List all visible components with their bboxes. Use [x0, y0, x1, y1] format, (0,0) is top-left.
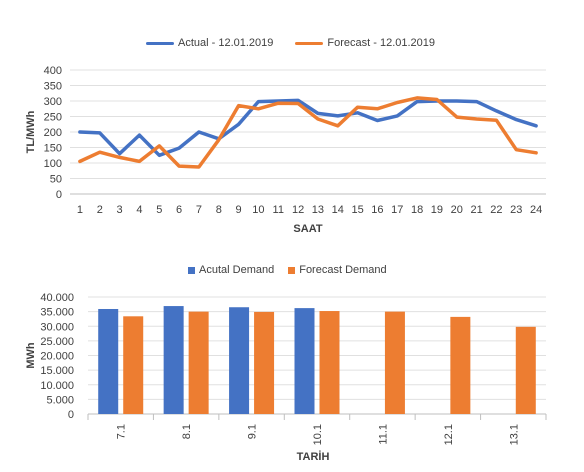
bar-chart-legend: Acutal Demand Forecast Demand — [188, 264, 409, 276]
x-tick-label: 19 — [431, 204, 443, 216]
x-tick-label: 8.1 — [181, 424, 193, 439]
y-tick-label: 150 — [44, 143, 62, 155]
x-tick-label: 16 — [371, 204, 383, 216]
x-tick-label: 7 — [196, 204, 202, 216]
x-tick-label: 13.1 — [508, 424, 520, 445]
x-tick-label: 8 — [216, 204, 222, 216]
x-tick-label: 6 — [176, 204, 182, 216]
x-tick-label: 5 — [156, 204, 162, 216]
y-tick-label: 5.000 — [46, 394, 74, 406]
y-tick-label: 40.000 — [40, 292, 74, 304]
x-tick-label: 4 — [136, 204, 142, 216]
legend-forecast-label: Forecast - 12.01.2019 — [327, 37, 436, 49]
x-tick-label: 14 — [332, 204, 344, 216]
x-axis-title: SAAT — [293, 223, 322, 235]
forecast-demand-bar — [450, 316, 471, 414]
y-tick-label: 0 — [56, 189, 62, 201]
x-tick-label: 21 — [470, 204, 482, 216]
x-tick-label: 7.1 — [116, 424, 128, 439]
actual-demand-bar — [229, 307, 250, 414]
y-tick-label: 400 — [44, 65, 62, 77]
legend-actual-demand-swatch — [188, 266, 195, 274]
y-tick-label: 350 — [44, 81, 62, 93]
legend-forecast-demand-label: Forecast Demand — [299, 264, 387, 276]
x-tick-label: 24 — [530, 204, 542, 216]
y-axis-title: TL/MWh — [25, 110, 37, 153]
legend-actual-demand: Acutal Demand — [188, 264, 274, 276]
x-tick-label: 12 — [292, 204, 304, 216]
forecast-price-line — [78, 96, 538, 169]
x-tick-label: 1 — [77, 204, 83, 216]
line-chart-legend: Actual - 12.01.2019 Forecast - 12.01.201… — [146, 37, 457, 49]
legend-actual-demand-label: Acutal Demand — [199, 264, 275, 276]
x-tick-label: 10 — [252, 204, 264, 216]
x-axis-title: TARİH — [297, 450, 330, 463]
forecast-demand-bar — [188, 311, 209, 414]
x-tick-label: 2 — [97, 204, 103, 216]
legend-actual: Actual - 12.01.2019 — [146, 37, 273, 49]
x-tick-label: 23 — [510, 204, 522, 216]
y-tick-label: 15.000 — [40, 365, 74, 377]
forecast-demand-bar — [254, 311, 275, 414]
actual-demand-bar — [163, 306, 184, 414]
actual-demand-bar — [98, 308, 119, 414]
y-tick-label: 25.000 — [40, 336, 74, 348]
y-tick-label: 100 — [44, 158, 62, 170]
x-tick-label: 12.1 — [443, 424, 455, 445]
actual-price-line — [78, 98, 538, 158]
x-tick-label: 11 — [273, 204, 284, 216]
x-tick-label: 9.1 — [247, 424, 259, 439]
legend-forecast: Forecast - 12.01.2019 — [295, 37, 435, 49]
y-tick-label: 10.000 — [40, 380, 74, 392]
y-tick-label: 0 — [68, 409, 74, 421]
x-tick-label: 10.1 — [312, 424, 324, 445]
y-tick-label: 200 — [44, 127, 62, 139]
legend-actual-swatch — [146, 41, 174, 45]
legend-actual-label: Actual - 12.01.2019 — [178, 37, 274, 49]
x-tick-label: 20 — [451, 204, 463, 216]
y-tick-label: 300 — [44, 96, 62, 108]
forecast-demand-bar — [319, 311, 340, 414]
x-tick-label: 22 — [490, 204, 502, 216]
legend-forecast-demand-swatch — [288, 266, 296, 274]
x-tick-label: 13 — [312, 204, 324, 216]
x-tick-label: 11.1 — [377, 424, 389, 445]
actual-demand-bar — [294, 308, 315, 414]
x-tick-label: 9 — [236, 204, 242, 216]
y-axis-title: MWh — [25, 342, 37, 369]
legend-forecast-demand: Forecast Demand — [288, 264, 387, 276]
forecast-demand-bar — [515, 326, 536, 414]
x-tick-label: 17 — [391, 204, 403, 216]
forecast-demand-bar — [384, 311, 405, 414]
x-tick-label: 18 — [411, 204, 423, 216]
y-tick-label: 50 — [50, 174, 62, 186]
legend-forecast-swatch — [295, 41, 324, 45]
x-tick-label: 3 — [117, 204, 123, 216]
y-tick-label: 20.000 — [40, 351, 74, 363]
y-tick-label: 35.000 — [40, 307, 74, 319]
y-tick-label: 250 — [44, 112, 62, 124]
x-tick-label: 15 — [351, 204, 363, 216]
forecast-demand-bar — [123, 316, 144, 414]
y-tick-label: 30.000 — [40, 321, 74, 333]
